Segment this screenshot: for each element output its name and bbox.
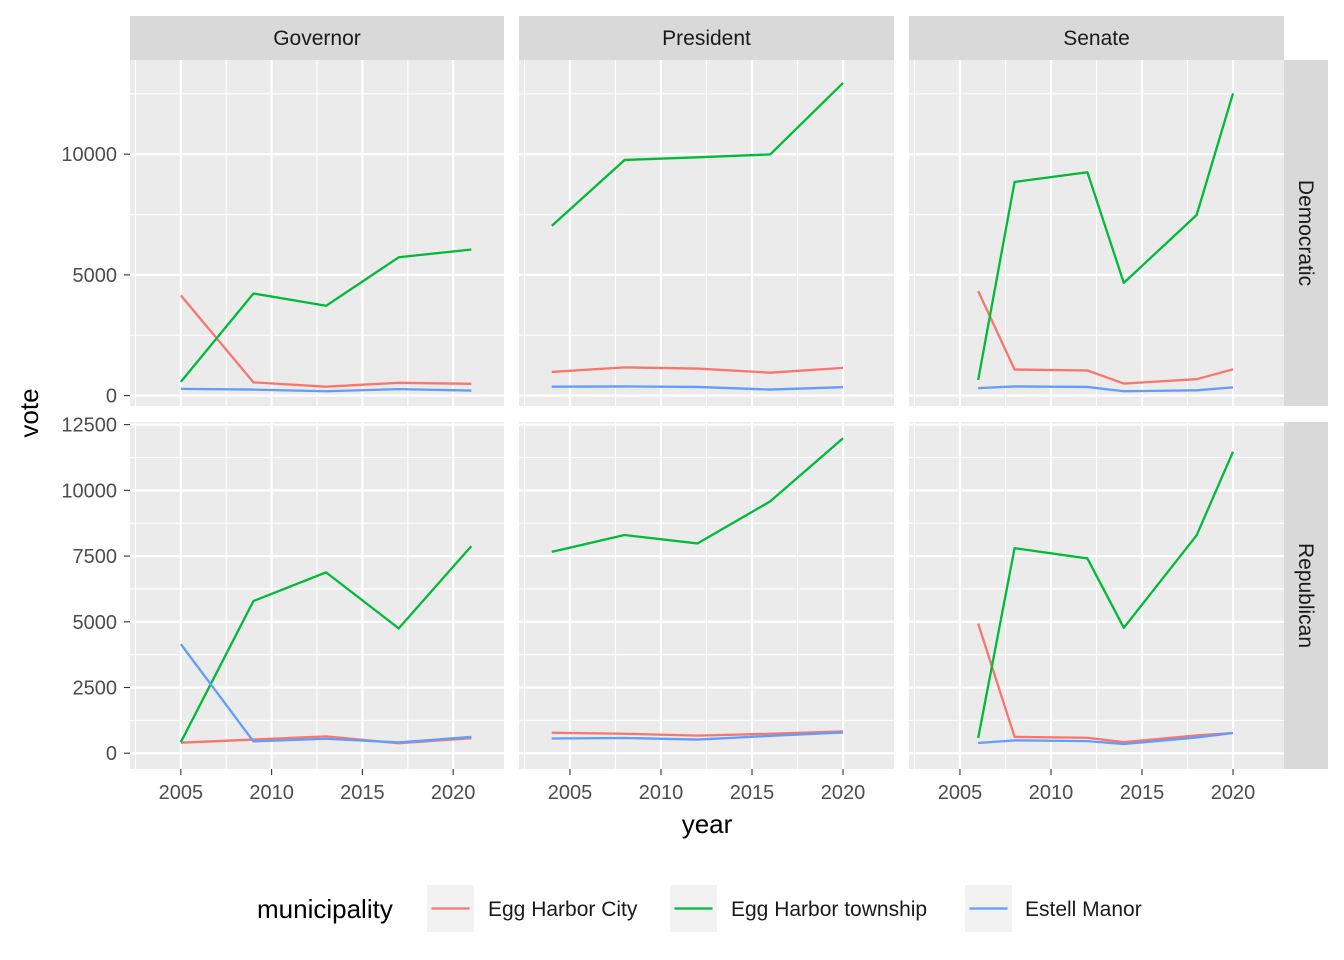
legend-label-estell-manor: Estell Manor	[1025, 898, 1142, 921]
series-line-egg-harbor-city-governor-democratic	[179, 294, 472, 388]
legend-title: municipality	[257, 894, 393, 924]
y-tick-label-republican-5000: 5000	[73, 612, 118, 634]
x-tick-label-governor-2005: 2005	[159, 782, 204, 804]
series-line-egg-harbor-city-president-democratic	[551, 366, 844, 374]
panel-president-democratic	[519, 60, 894, 406]
y-tick-label-democratic-0: 0	[106, 386, 117, 408]
series-line-egg-harbor-township-senate-republican	[977, 451, 1235, 739]
strip-label-president: President	[662, 27, 751, 50]
legend-label-egg-harbor-city: Egg Harbor City	[488, 898, 638, 921]
x-tick-label-president-2015: 2015	[730, 782, 775, 804]
axes-layer: 0 5000 10000 0 2500 5000 7500 10000 12500 2005 201…	[61, 144, 1255, 804]
panel-senate-republican	[909, 422, 1284, 769]
y-tick-label-republican-10000: 10000	[61, 480, 117, 502]
series-line-egg-harbor-township-senate-democratic	[977, 92, 1235, 381]
series-line-estell-manor-governor-democratic	[180, 387, 472, 393]
series-line-estell-manor-senate-democratic	[978, 385, 1234, 393]
x-tick-label-president-2010: 2010	[639, 782, 684, 804]
series-line-estell-manor-senate-republican	[978, 731, 1234, 746]
series-line-estell-manor-governor-republican	[179, 643, 472, 744]
y-axis-title: vote	[14, 388, 44, 437]
strip-governor: Governor	[130, 16, 504, 60]
panel-president-republican	[519, 422, 894, 769]
strip-democratic: Democratic	[1284, 60, 1328, 406]
strip-republican: Republican	[1284, 422, 1328, 769]
strip-label-republican: Republican	[1294, 543, 1317, 648]
x-tick-label-president-2005: 2005	[548, 782, 593, 804]
x-tick-label-senate-2015: 2015	[1120, 782, 1165, 804]
series-line-estell-manor-president-republican	[551, 731, 844, 741]
strip-president: President	[519, 16, 894, 60]
x-tick-label-senate-2010: 2010	[1029, 782, 1074, 804]
y-tick-label-republican-2500: 2500	[73, 678, 118, 700]
series-line-estell-manor-president-democratic	[551, 385, 844, 391]
legend-label-egg-harbor-township: Egg Harbor township	[731, 898, 927, 921]
x-tick-label-senate-2020: 2020	[1211, 782, 1256, 804]
x-tick-label-governor-2015: 2015	[340, 782, 385, 804]
y-tick-label-republican-12500: 12500	[61, 415, 117, 437]
panel-governor-republican	[130, 422, 504, 769]
panel-governor-democratic	[130, 60, 504, 406]
y-tick-label-republican-7500: 7500	[73, 546, 118, 568]
series-line-egg-harbor-township-governor-republican	[179, 545, 473, 743]
series-line-egg-harbor-township-president-democratic	[550, 82, 844, 227]
series-line-egg-harbor-township-governor-democratic	[179, 248, 472, 383]
y-tick-label-democratic-5000: 5000	[73, 265, 118, 287]
strip-senate: Senate	[909, 16, 1284, 60]
y-tick-label-republican-0: 0	[106, 743, 117, 765]
strip-label-democratic: Democratic	[1294, 180, 1317, 286]
series-line-egg-harbor-city-senate-republican	[977, 623, 1234, 744]
legend: municipality Egg Harbor City Egg Harbor to…	[257, 885, 1142, 932]
legend-item-estell-manor: Estell Manor	[965, 885, 1142, 932]
series-line-egg-harbor-city-senate-democratic	[977, 290, 1234, 385]
legend-item-egg-harbor-city: Egg Harbor City	[427, 885, 638, 932]
strip-label-senate: Senate	[1063, 27, 1130, 50]
y-tick-label-democratic-10000: 10000	[61, 144, 117, 166]
x-axis-title: year	[682, 809, 733, 839]
x-tick-label-senate-2005: 2005	[938, 782, 983, 804]
x-tick-label-president-2020: 2020	[821, 782, 866, 804]
x-tick-label-governor-2020: 2020	[431, 782, 476, 804]
panel-senate-democratic	[909, 60, 1284, 406]
legend-item-egg-harbor-township: Egg Harbor township	[670, 885, 927, 932]
series-line-egg-harbor-city-president-republican	[551, 730, 844, 737]
x-tick-label-governor-2010: 2010	[249, 782, 294, 804]
strip-label-governor: Governor	[273, 27, 361, 50]
series-line-egg-harbor-township-president-republican	[551, 437, 844, 553]
panels-layer: Governor President Senate Democratic Republi…	[130, 16, 1328, 769]
